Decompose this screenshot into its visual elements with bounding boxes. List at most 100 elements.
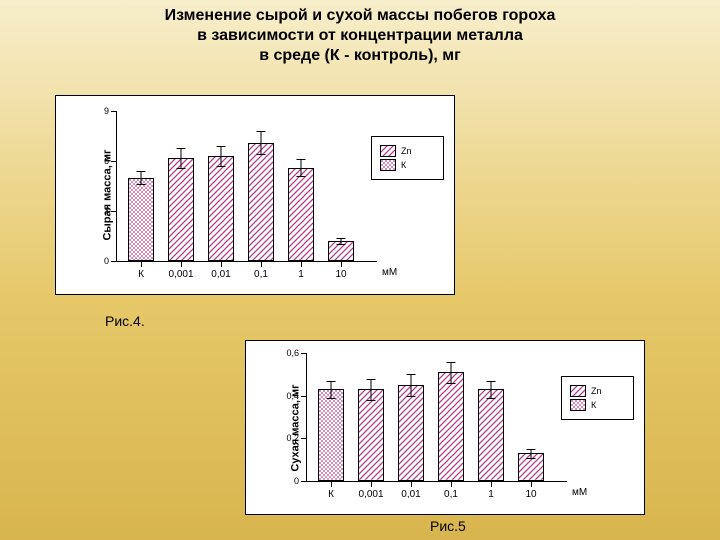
x-tick-label: 0,01 bbox=[401, 489, 420, 500]
y-axis-label: Сырая масса, мг bbox=[102, 149, 114, 240]
bar bbox=[358, 389, 384, 481]
error-cap bbox=[327, 381, 336, 382]
error-cap bbox=[367, 400, 376, 401]
legend-item: Zn bbox=[570, 385, 625, 397]
error-cap bbox=[217, 166, 226, 167]
x-tick bbox=[531, 481, 532, 487]
x-tick bbox=[451, 481, 452, 487]
error-bar bbox=[141, 171, 142, 184]
x-tick bbox=[331, 481, 332, 487]
legend-item: К bbox=[570, 399, 625, 411]
legend-swatch bbox=[380, 145, 396, 157]
x-tick bbox=[491, 481, 492, 487]
bar bbox=[438, 372, 464, 481]
x-unit-label: мМ bbox=[572, 487, 587, 498]
bar bbox=[318, 389, 344, 481]
error-cap bbox=[297, 176, 306, 177]
chart-wet-mass: 0369К0,0010,010,1110Сырая масса, мг мМ Zn К bbox=[55, 95, 455, 295]
x-tick-label: 1 bbox=[298, 269, 304, 280]
legend-label: Zn bbox=[401, 146, 412, 156]
y-tick-label: 0,6 bbox=[286, 348, 299, 358]
legend-item: К bbox=[380, 159, 435, 171]
legend-item: Zn bbox=[380, 145, 435, 157]
x-tick-label: 1 bbox=[488, 489, 494, 500]
error-cap bbox=[337, 244, 346, 245]
error-bar bbox=[491, 381, 492, 398]
x-unit-label: мМ bbox=[382, 267, 397, 278]
y-tick bbox=[111, 261, 117, 262]
bar bbox=[128, 178, 154, 261]
error-cap bbox=[527, 458, 536, 459]
error-cap bbox=[527, 449, 536, 450]
error-bar bbox=[531, 449, 532, 458]
x-tick-label: К bbox=[138, 269, 144, 280]
legend-label: К bbox=[401, 160, 406, 170]
error-cap bbox=[367, 379, 376, 380]
title-line-2: в зависимости от концентрации металла bbox=[0, 26, 720, 46]
bar bbox=[168, 158, 194, 261]
error-cap bbox=[137, 171, 146, 172]
title-line-3: в среде (К - контроль), мг bbox=[0, 46, 720, 66]
bar bbox=[208, 156, 234, 261]
y-tick bbox=[301, 353, 307, 354]
legend-swatch bbox=[380, 159, 396, 171]
error-bar bbox=[221, 146, 222, 166]
error-cap bbox=[487, 398, 496, 399]
x-tick bbox=[411, 481, 412, 487]
figure-4-label: Рис.4. bbox=[105, 313, 145, 329]
bar bbox=[288, 168, 314, 261]
x-tick bbox=[181, 261, 182, 267]
error-bar bbox=[451, 362, 452, 383]
error-cap bbox=[447, 362, 456, 363]
y-tick-label: 0 bbox=[104, 256, 109, 266]
x-tick-label: 10 bbox=[335, 269, 346, 280]
x-tick-label: 0,1 bbox=[254, 269, 268, 280]
x-tick-label: 10 bbox=[525, 489, 536, 500]
error-bar bbox=[181, 148, 182, 168]
error-cap bbox=[217, 146, 226, 147]
error-bar bbox=[371, 379, 372, 400]
legend: Zn К bbox=[371, 136, 444, 180]
error-cap bbox=[257, 131, 266, 132]
x-tick bbox=[371, 481, 372, 487]
legend-label: Zn bbox=[591, 386, 602, 396]
legend-label: К bbox=[591, 400, 596, 410]
y-axis-label: Сухая масса, мг bbox=[290, 384, 302, 471]
error-cap bbox=[297, 159, 306, 160]
y-tick bbox=[111, 111, 117, 112]
x-tick bbox=[341, 261, 342, 267]
error-bar bbox=[301, 159, 302, 176]
figure-5-label: Рис.5 bbox=[430, 518, 466, 534]
bar bbox=[398, 385, 424, 481]
x-tick bbox=[261, 261, 262, 267]
error-cap bbox=[337, 238, 346, 239]
error-bar bbox=[261, 131, 262, 154]
legend-swatch bbox=[570, 385, 586, 397]
page-title: Изменение сырой и сухой массы побегов го… bbox=[0, 0, 720, 66]
plot-area: 00,20,40,6К0,0010,010,1110 bbox=[306, 353, 567, 482]
x-tick-label: 0,001 bbox=[168, 269, 193, 280]
plot-area: 0369К0,0010,010,1110 bbox=[116, 111, 377, 262]
y-tick-label: 0 bbox=[294, 476, 299, 486]
legend-swatch bbox=[570, 399, 586, 411]
error-cap bbox=[177, 168, 186, 169]
x-tick bbox=[221, 261, 222, 267]
error-cap bbox=[327, 398, 336, 399]
legend: Zn К bbox=[561, 376, 634, 420]
title-line-1: Изменение сырой и сухой массы побегов го… bbox=[0, 6, 720, 26]
bar bbox=[478, 389, 504, 481]
error-cap bbox=[177, 148, 186, 149]
x-tick bbox=[301, 261, 302, 267]
error-bar bbox=[411, 374, 412, 395]
x-tick bbox=[141, 261, 142, 267]
error-cap bbox=[407, 374, 416, 375]
error-cap bbox=[487, 381, 496, 382]
error-cap bbox=[257, 154, 266, 155]
y-tick bbox=[301, 438, 307, 439]
error-bar bbox=[331, 381, 332, 398]
error-cap bbox=[447, 383, 456, 384]
chart-dry-mass: 00,20,40,6К0,0010,010,1110 Сухая масса, м… bbox=[245, 340, 645, 515]
y-tick bbox=[301, 396, 307, 397]
error-cap bbox=[137, 184, 146, 185]
x-tick-label: 0,1 bbox=[444, 489, 458, 500]
